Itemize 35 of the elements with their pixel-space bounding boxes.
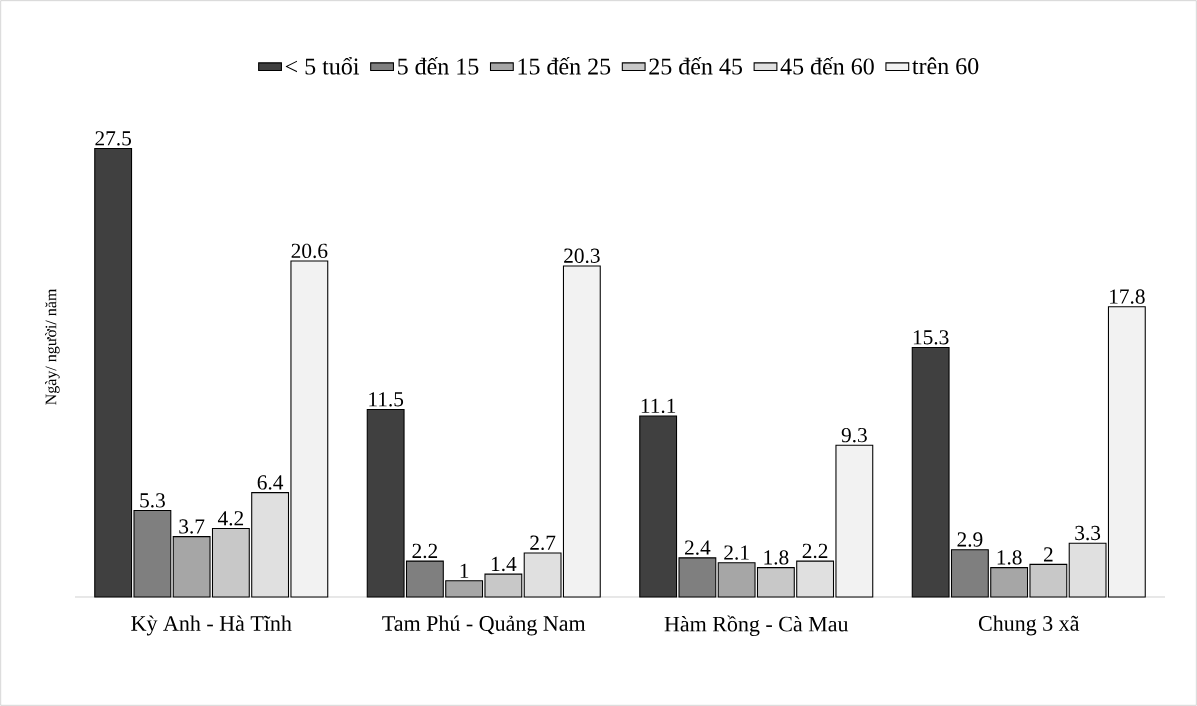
data-label: 2.7 bbox=[530, 535, 556, 551]
data-label: 2.2 bbox=[802, 543, 828, 559]
legend-label: 25 đến 45 bbox=[649, 57, 742, 75]
data-label: 5.3 bbox=[140, 493, 165, 508]
x-tick-label: Hàm Rồng - Cà Mau bbox=[664, 615, 849, 637]
data-label: 2.2 bbox=[412, 543, 438, 559]
data-label: 27.5 bbox=[95, 131, 131, 146]
legend-label: 15 đến 25 bbox=[518, 57, 611, 75]
y-axis-title: Ngày/ người/ năm bbox=[45, 288, 60, 405]
data-label: 15.3 bbox=[913, 330, 949, 345]
data-label: 1.8 bbox=[764, 550, 789, 565]
data-label: 4.2 bbox=[217, 511, 244, 526]
data-label: 17.8 bbox=[1110, 289, 1145, 304]
data-label: 1 bbox=[460, 563, 469, 578]
data-label: 2.9 bbox=[957, 532, 983, 547]
data-label: 2.4 bbox=[685, 540, 711, 555]
legend-label: < 5 tuổi bbox=[285, 56, 360, 75]
x-tick-label: Tam Phú - Quảng Nam bbox=[382, 615, 586, 636]
data-label: 3.3 bbox=[1075, 525, 1101, 541]
data-label: 3.7 bbox=[179, 519, 205, 534]
data-label: 1.8 bbox=[997, 550, 1022, 565]
x-tick-label: Kỳ Anh - Hà Tĩnh bbox=[131, 615, 292, 636]
data-label: 1.4 bbox=[491, 556, 517, 572]
legend-label: 45 đến 60 bbox=[780, 57, 874, 75]
data-label: 2 bbox=[1043, 547, 1053, 562]
data-label: 20.3 bbox=[564, 248, 600, 264]
data-label: 11.5 bbox=[369, 392, 404, 407]
data-label: 2.1 bbox=[724, 545, 749, 560]
data-label: 11.1 bbox=[641, 398, 676, 414]
legend-label: 5 đến 15 bbox=[398, 57, 479, 75]
data-label: 20.6 bbox=[291, 243, 328, 259]
x-tick-label: Chung 3 xã bbox=[978, 615, 1080, 636]
data-label: 9.3 bbox=[841, 427, 867, 443]
data-label: 6.4 bbox=[257, 475, 284, 490]
legend-label: trên 60 bbox=[912, 57, 979, 75]
